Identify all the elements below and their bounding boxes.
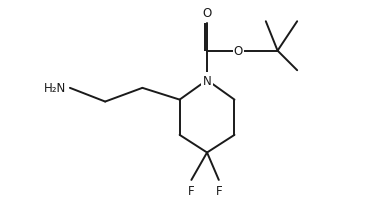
Text: F: F: [188, 184, 195, 197]
Text: H₂N: H₂N: [44, 82, 66, 95]
Text: F: F: [216, 184, 222, 197]
Text: O: O: [203, 6, 212, 19]
Text: O: O: [234, 45, 243, 58]
Text: N: N: [203, 74, 211, 87]
